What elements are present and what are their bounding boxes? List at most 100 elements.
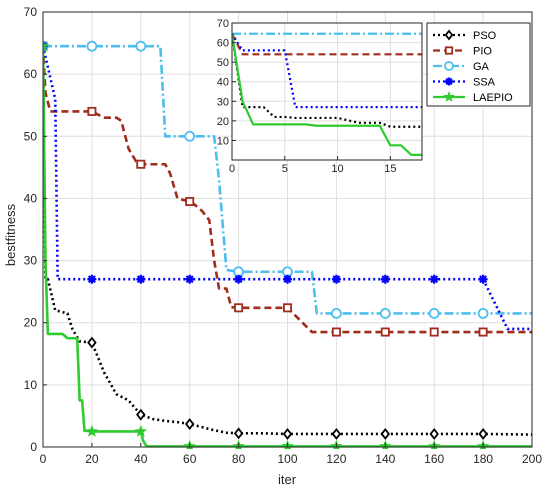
main-marker-pso — [331, 428, 342, 440]
main-marker-ga — [86, 40, 98, 52]
inset-y-tick-label: 40 — [217, 77, 229, 89]
main-marker-ga — [379, 307, 391, 319]
main-marker-pio — [234, 303, 244, 313]
main-marker-pso — [136, 408, 146, 421]
legend: PSO PIO GA SSA LAEPIO — [426, 22, 531, 107]
main-y-tick-label: 10 — [24, 378, 38, 392]
main-marker-pso — [282, 428, 293, 440]
main-marker-ssa — [136, 274, 146, 284]
legend-entry-ga: GA — [433, 61, 490, 73]
inset-y-tick-label: 10 — [217, 135, 229, 147]
inset-x-tick-label: 10 — [331, 163, 343, 175]
main-marker-ssa — [283, 274, 292, 284]
legend-label-ga: GA — [473, 61, 490, 73]
main-x-tick-label: 160 — [424, 452, 444, 466]
main-line-ga — [43, 44, 532, 315]
legend-marker-pso — [444, 29, 454, 41]
main-marker-ssa — [87, 274, 97, 284]
main-marker-pio — [429, 327, 439, 337]
main-line-ssa — [43, 45, 532, 331]
inset-plot-area — [232, 23, 422, 160]
inset-y-tick-label: 70 — [217, 18, 229, 30]
main-y-tick-label: 40 — [24, 191, 38, 205]
main-series-pio — [43, 41, 532, 337]
inset-line-pso — [232, 33, 422, 128]
inset-line-laepio — [232, 33, 422, 157]
main-x-tick-label: 40 — [134, 452, 148, 466]
x-axis-title: iter — [278, 472, 297, 487]
main-marker-ssa — [234, 274, 244, 284]
legend-label-laepio: LAEPIO — [473, 92, 513, 104]
main-y-tick-label: 30 — [24, 254, 38, 268]
inset-y-tick-label: 30 — [217, 96, 229, 108]
main-marker-laepio — [43, 39, 50, 52]
main-x-tick-label: 20 — [85, 452, 99, 466]
main-y-tick-label: 70 — [24, 5, 38, 19]
inset-axes-box — [231, 22, 423, 161]
main-marker-ssa — [429, 274, 439, 284]
main-marker-ssa — [478, 274, 488, 284]
main-series-ssa — [43, 41, 532, 331]
main-marker-laepio — [134, 424, 148, 437]
main-marker-pio — [478, 327, 488, 337]
main-marker-ssa — [185, 274, 195, 284]
inset-line-ssa — [232, 33, 422, 109]
y-axis-title: bestfitness — [3, 203, 18, 266]
main-marker-pio — [136, 159, 146, 169]
legend-label-ssa: SSA — [473, 77, 496, 89]
legend-label-pso: PSO — [473, 30, 497, 42]
main-x-tick-label: 0 — [40, 452, 47, 466]
main-marker-pso — [233, 427, 244, 440]
main-marker-ssa — [380, 274, 390, 284]
main-marker-ga — [428, 307, 440, 319]
main-marker-pio — [87, 106, 97, 116]
inset-series-ssa — [232, 33, 422, 109]
main-marker-ga — [330, 307, 342, 319]
legend-label-pio: PIO — [473, 46, 492, 58]
main-marker-ga — [135, 40, 147, 52]
main-y-tick-label: 60 — [24, 67, 38, 81]
main-marker-pio — [331, 327, 341, 337]
main-x-tick-label: 120 — [326, 452, 346, 466]
legend-entry-laepio: LAEPIO — [433, 91, 513, 104]
legend-entry-pso: PSO — [433, 29, 497, 42]
main-marker-laepio — [85, 424, 99, 437]
main-marker-pso — [87, 336, 97, 349]
inset-y-tick-label: 60 — [217, 38, 229, 50]
main-x-tick-label: 100 — [277, 452, 297, 466]
main-marker-pso — [429, 428, 439, 440]
legend-entry-ssa: SSA — [433, 77, 496, 89]
legend-marker-ga — [444, 61, 454, 71]
main-marker-pso — [478, 428, 488, 440]
main-y-tick-label: 0 — [30, 440, 37, 454]
main-marker-ga — [477, 307, 489, 319]
main-x-tick-label: 80 — [232, 452, 246, 466]
main-marker-pio — [185, 197, 195, 207]
main-line-pso — [43, 46, 532, 436]
inset-series-pso — [232, 33, 422, 128]
legend-marker-laepio — [443, 91, 455, 102]
legend-marker-pio — [444, 46, 454, 55]
main-marker-pso — [380, 428, 391, 440]
main-x-tick-label: 60 — [183, 452, 197, 466]
main-x-tick-label: 200 — [522, 452, 542, 466]
main-series-ga — [43, 40, 532, 319]
main-marker-pio — [282, 303, 292, 313]
legend-marker-ssa — [445, 77, 453, 86]
main-marker-pso — [184, 418, 195, 430]
inset-x-tick-label: 5 — [282, 163, 288, 175]
main-x-tick-label: 140 — [375, 452, 395, 466]
main-marker-ga — [184, 130, 196, 142]
inset-y-tick-label: 20 — [217, 116, 229, 128]
inset-plot: 0 5 10 15 10 20 30 40 50 60 70 — [217, 18, 423, 175]
inset-y-tick-label: 50 — [217, 57, 229, 69]
inset-series-laepio — [232, 33, 422, 157]
main-x-tick-label: 180 — [473, 452, 493, 466]
main-y-tick-label: 50 — [24, 129, 38, 143]
inset-x-tick-label: 0 — [229, 163, 235, 175]
main-y-tick-label: 20 — [24, 316, 38, 330]
legend-box — [426, 22, 531, 107]
inset-x-tick-label: 15 — [384, 163, 396, 175]
